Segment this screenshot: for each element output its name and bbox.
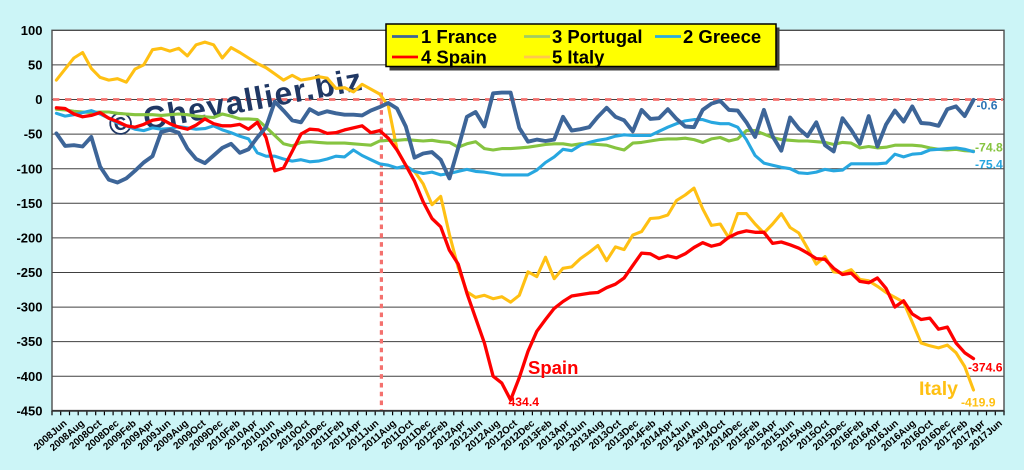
svg-text:-300: -300 bbox=[16, 300, 42, 315]
svg-text:-419.9: -419.9 bbox=[961, 396, 996, 410]
svg-text:3 Portugal: 3 Portugal bbox=[552, 26, 642, 47]
svg-text:100: 100 bbox=[21, 23, 43, 38]
svg-text:-250: -250 bbox=[16, 265, 42, 280]
svg-text:-400: -400 bbox=[16, 369, 42, 384]
svg-text:434.4: 434.4 bbox=[509, 395, 540, 409]
svg-text:-74.8: -74.8 bbox=[975, 141, 1003, 155]
svg-text:-75.4: -75.4 bbox=[975, 158, 1003, 172]
svg-text:-0.6: -0.6 bbox=[977, 99, 998, 113]
svg-text:-350: -350 bbox=[16, 334, 42, 349]
svg-text:5 Italy: 5 Italy bbox=[552, 47, 605, 68]
svg-text:-450: -450 bbox=[16, 403, 42, 418]
svg-text:-150: -150 bbox=[16, 196, 42, 211]
svg-text:Italy: Italy bbox=[919, 378, 958, 400]
svg-text:1 France: 1 France bbox=[421, 26, 497, 47]
svg-text:50: 50 bbox=[28, 58, 42, 73]
svg-text:-100: -100 bbox=[16, 161, 42, 176]
svg-text:0: 0 bbox=[35, 92, 42, 107]
svg-text:Spain: Spain bbox=[528, 357, 578, 378]
svg-text:4 Spain: 4 Spain bbox=[421, 47, 487, 68]
svg-text:-50: -50 bbox=[24, 127, 43, 142]
svg-text:2 Greece: 2 Greece bbox=[683, 26, 761, 47]
svg-text:-200: -200 bbox=[16, 231, 42, 246]
svg-text:-374.6: -374.6 bbox=[968, 361, 1003, 375]
